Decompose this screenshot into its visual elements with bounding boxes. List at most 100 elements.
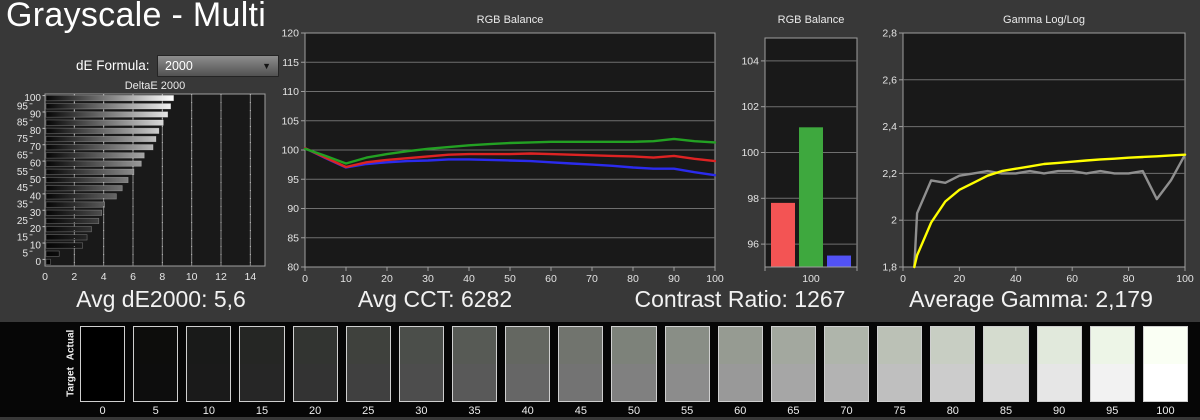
swatch-target-color: [81, 364, 125, 401]
grayscale-swatch-85: [983, 326, 1029, 402]
grayscale-swatch-40: [505, 326, 551, 402]
svg-text:2,4: 2,4: [882, 121, 897, 133]
rgb-balance-bar-chart: 96 98 100 102 104 100 RGB Balance: [728, 12, 874, 290]
svg-text:8: 8: [159, 271, 165, 283]
swatch-target-color: [452, 364, 497, 401]
de-formula-dropdown[interactable]: 2000 ▼: [157, 55, 279, 77]
swatch-row: [80, 326, 1188, 402]
svg-text:75: 75: [17, 134, 29, 145]
grayscale-swatch-55: [664, 326, 710, 402]
grayscale-swatch-65: [770, 326, 816, 402]
swatch-actual-color: [878, 327, 922, 364]
swatch-actual-color: [931, 327, 975, 364]
svg-text:85: 85: [287, 232, 299, 244]
page-title: Grayscale - Multi: [6, 0, 267, 34]
de-formula-selected-value: 2000: [165, 59, 193, 73]
svg-text:2,2: 2,2: [882, 168, 897, 180]
de-formula-label: dE Formula:: [76, 58, 150, 73]
svg-text:20: 20: [30, 224, 42, 235]
swatch-target-color: [665, 364, 709, 401]
svg-text:70: 70: [586, 273, 598, 285]
swatch-actual-color: [665, 327, 709, 364]
svg-text:20: 20: [381, 273, 393, 285]
swatch-actual-color: [506, 327, 550, 364]
svg-text:98: 98: [747, 193, 759, 205]
gamma-loglog-chart: 1,8 2 2,2 2,4 2,6 2,8 0 20 40 60 80 100 Gamma Log/Lo…: [868, 12, 1200, 290]
svg-text:40: 40: [30, 191, 42, 202]
svg-text:5: 5: [22, 249, 28, 260]
svg-text:60: 60: [1066, 273, 1078, 285]
grayscale-swatch-70: [823, 326, 870, 402]
grayscale-swatch-45: [558, 326, 604, 402]
swatch-target-color: [559, 364, 603, 401]
swatch-actual-color: [559, 327, 603, 364]
svg-text:100: 100: [802, 273, 820, 285]
svg-text:15: 15: [17, 232, 29, 243]
swatch-level-label: 65: [787, 405, 800, 417]
swatch-level-label: 0: [99, 405, 106, 417]
svg-text:90: 90: [30, 109, 42, 120]
svg-text:95: 95: [17, 101, 29, 112]
swatch-target-color: [1037, 364, 1081, 401]
svg-text:100: 100: [741, 147, 759, 159]
grayscale-swatch-20: [292, 326, 338, 402]
swatch-level-label: 40: [521, 405, 534, 417]
svg-text:100: 100: [1176, 273, 1194, 285]
svg-text:Gamma Log/Log: Gamma Log/Log: [1003, 14, 1085, 26]
svg-text:100: 100: [281, 145, 299, 157]
svg-text:1,8: 1,8: [882, 262, 897, 274]
swatch-level-label: 5: [152, 405, 159, 417]
swatch-level-label: 35: [468, 405, 481, 417]
grayscale-swatch-90: [1036, 326, 1082, 402]
swatch-level-label: 100: [1156, 405, 1175, 417]
grayscale-swatch-25: [345, 326, 391, 402]
svg-text:30: 30: [30, 208, 42, 219]
swatch-actual-color: [293, 327, 337, 364]
swatch-actual-color: [134, 327, 178, 364]
svg-text:0: 0: [302, 273, 308, 285]
svg-text:100: 100: [24, 93, 41, 104]
swatch-level-label: 25: [362, 405, 375, 417]
svg-text:100: 100: [706, 273, 724, 285]
swatch-level-label: 95: [1106, 405, 1119, 417]
swatch-target-color: [506, 364, 550, 401]
swatch-actual-color: [984, 327, 1028, 364]
swatch-actual-color: [1090, 327, 1134, 364]
grayscale-swatch-75: [877, 326, 923, 402]
svg-text:105: 105: [281, 115, 299, 127]
swatch-target-color: [346, 364, 390, 401]
grayscale-swatch-35: [451, 326, 498, 402]
grayscale-swatch-60: [717, 326, 763, 402]
swatch-level-label: 80: [946, 405, 959, 417]
grayscale-swatch-80: [930, 326, 976, 402]
svg-text:35: 35: [17, 200, 29, 211]
svg-text:DeltaE 2000: DeltaE 2000: [125, 80, 186, 92]
swatch-target-color: [240, 364, 284, 401]
svg-text:80: 80: [287, 262, 299, 274]
swatch-target-color: [187, 364, 231, 401]
swatch-actual-color: [187, 327, 231, 364]
svg-text:RGB Balance: RGB Balance: [477, 14, 544, 26]
swatch-target-color: [771, 364, 815, 401]
svg-text:2,8: 2,8: [882, 28, 897, 40]
swatch-actual-color: [346, 327, 390, 364]
svg-text:70: 70: [30, 142, 42, 153]
svg-text:65: 65: [17, 150, 29, 161]
svg-text:0: 0: [900, 273, 906, 285]
svg-text:20: 20: [954, 273, 966, 285]
grayscale-swatch-30: [398, 326, 444, 402]
swatch-target-color: [293, 364, 337, 401]
deltae-2000-chart: 100 95 90 85 80 75 70 65 60 55 50 45 40 35 30 25 20 15 10 5…: [0, 80, 272, 290]
svg-text:25: 25: [17, 216, 29, 227]
svg-text:40: 40: [1010, 273, 1022, 285]
swatch-level-label: 70: [840, 405, 853, 417]
swatch-target-color: [718, 364, 762, 401]
swatch-level-label: 50: [627, 405, 641, 417]
swatch-level-label: 75: [893, 405, 906, 417]
rgb-balance-line-chart: 80 85 90 95 100 105 110 115 120 0 10 20 30 40 50 60 70 80…: [280, 12, 732, 290]
swatch-level-label: 10: [202, 405, 215, 417]
stat-avg-cct: Avg CCT: 6282: [357, 286, 513, 312]
swatch-actual-color: [824, 327, 869, 364]
swatch-level-label: 20: [309, 405, 322, 417]
svg-text:85: 85: [17, 118, 29, 129]
